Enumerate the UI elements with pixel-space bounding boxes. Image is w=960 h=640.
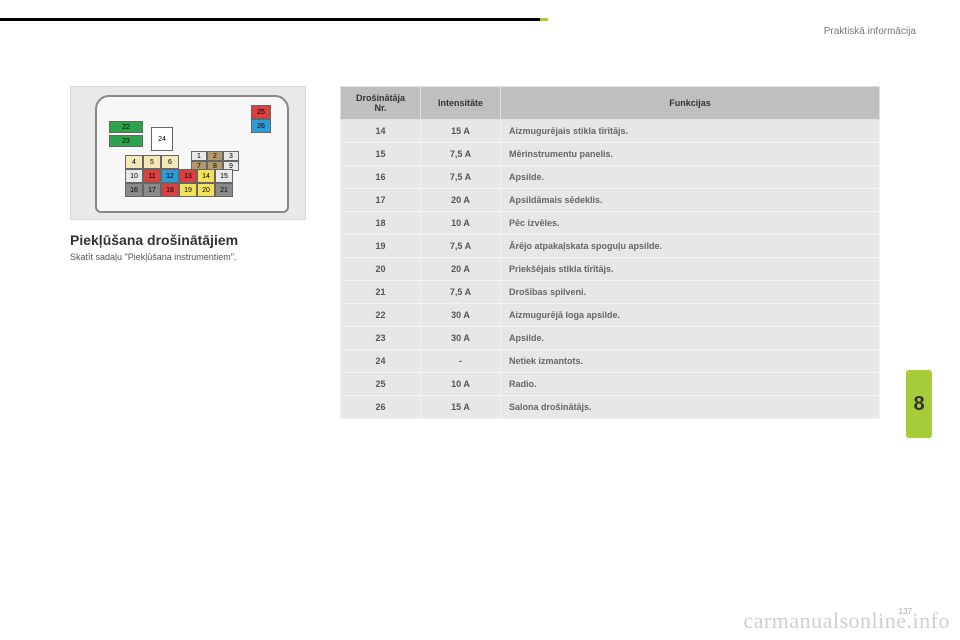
- cell-function: Radio.: [501, 373, 880, 396]
- cell-function: Aizmugurējā loga apsilde.: [501, 304, 880, 327]
- cell-function: Apsildāmais sēdeklis.: [501, 189, 880, 212]
- fuse-cell: 10: [125, 169, 143, 183]
- cell-function: Netiek izmantots.: [501, 350, 880, 373]
- table-row: 167,5 AApsilde.: [341, 166, 880, 189]
- cell-no: 17: [341, 189, 421, 212]
- fuse-cell: 2: [207, 151, 223, 161]
- cell-intensity: 10 A: [421, 373, 501, 396]
- cell-intensity: 7,5 A: [421, 235, 501, 258]
- table-row: 2330 AApsilde.: [341, 327, 880, 350]
- fuse-cell: 4: [125, 155, 143, 169]
- fuse-cell: 18: [161, 183, 179, 197]
- fusebox-illustration: 2526222324456123789101112131415161718192…: [70, 86, 306, 220]
- cell-no: 24: [341, 350, 421, 373]
- table-row: 24-Netiek izmantots.: [341, 350, 880, 373]
- fuse-cell: 5: [143, 155, 161, 169]
- table-row: 2615 ASalona drošinātājs.: [341, 396, 880, 419]
- fuse-cell: 20: [197, 183, 215, 197]
- cell-function: Mērinstrumentu panelis.: [501, 143, 880, 166]
- diagram-subcaption: Skatīt sadaļu "Piekļūšana instrumentiem"…: [70, 252, 330, 262]
- chapter-tab: 8: [906, 370, 932, 438]
- th-intensity: Intensitāte: [421, 87, 501, 120]
- table-row: 1720 AApsildāmais sēdeklis.: [341, 189, 880, 212]
- fuse-cell: 21: [215, 183, 233, 197]
- fuse-cell: 16: [125, 183, 143, 197]
- fuse-cell: 25: [251, 105, 271, 119]
- left-column: 2526222324456123789101112131415161718192…: [0, 86, 330, 419]
- cell-intensity: 20 A: [421, 258, 501, 281]
- cell-function: Apsilde.: [501, 327, 880, 350]
- table-row: 2230 AAizmugurējā loga apsilde.: [341, 304, 880, 327]
- cell-no: 16: [341, 166, 421, 189]
- cell-intensity: 30 A: [421, 304, 501, 327]
- cell-intensity: -: [421, 350, 501, 373]
- cell-intensity: 15 A: [421, 120, 501, 143]
- table-row: 157,5 AMērinstrumentu panelis.: [341, 143, 880, 166]
- cell-function: Drošības spilveni.: [501, 281, 880, 304]
- cell-no: 26: [341, 396, 421, 419]
- cell-intensity: 15 A: [421, 396, 501, 419]
- fuse-cell: 22: [109, 121, 143, 133]
- fuse-cell: 23: [109, 135, 143, 147]
- cell-function: Aizmugurējais stikla tīrītājs.: [501, 120, 880, 143]
- cell-function: Priekšējais stikla tīrītājs.: [501, 258, 880, 281]
- fuse-cell: 15: [215, 169, 233, 183]
- cell-no: 19: [341, 235, 421, 258]
- th-function: Funkcijas: [501, 87, 880, 120]
- cell-function: Salona drošinātājs.: [501, 396, 880, 419]
- fuse-table: Drošinātāja Nr. Intensitāte Funkcijas 14…: [340, 86, 880, 419]
- table-row: 1415 AAizmugurējais stikla tīrītājs.: [341, 120, 880, 143]
- table-row: 1810 APēc izvēles.: [341, 212, 880, 235]
- fuse-cell: 6: [161, 155, 179, 169]
- fuse-cell: 24: [151, 127, 173, 151]
- right-column: Drošinātāja Nr. Intensitāte Funkcijas 14…: [340, 86, 880, 419]
- cell-intensity: 10 A: [421, 212, 501, 235]
- cell-function: Ārējo atpakaļskata spoguļu apsilde.: [501, 235, 880, 258]
- fuse-cell: 13: [179, 169, 197, 183]
- cell-no: 22: [341, 304, 421, 327]
- table-header-row: Drošinātāja Nr. Intensitāte Funkcijas: [341, 87, 880, 120]
- table-row: 2510 ARadio.: [341, 373, 880, 396]
- table-row: 197,5 AĀrējo atpakaļskata spoguļu apsild…: [341, 235, 880, 258]
- fuse-cell: 1: [191, 151, 207, 161]
- topbar-line: [0, 18, 540, 21]
- fuse-cell: 12: [161, 169, 179, 183]
- cell-no: 20: [341, 258, 421, 281]
- cell-intensity: 7,5 A: [421, 143, 501, 166]
- topbar-accent: [540, 18, 548, 21]
- table-row: 2020 APriekšējais stikla tīrītājs.: [341, 258, 880, 281]
- page-content: 2526222324456123789101112131415161718192…: [0, 86, 960, 419]
- th-no: Drošinātāja Nr.: [341, 87, 421, 120]
- fuse-cell: 17: [143, 183, 161, 197]
- cell-function: Apsilde.: [501, 166, 880, 189]
- fuse-cell: 11: [143, 169, 161, 183]
- watermark: carmanualsonline.info: [743, 608, 950, 634]
- cell-intensity: 7,5 A: [421, 166, 501, 189]
- chapter-number: 8: [913, 393, 924, 416]
- fuse-cell: 26: [251, 119, 271, 133]
- cell-no: 15: [341, 143, 421, 166]
- table-row: 217,5 ADrošības spilveni.: [341, 281, 880, 304]
- cell-no: 14: [341, 120, 421, 143]
- cell-no: 23: [341, 327, 421, 350]
- fuse-cell: 14: [197, 169, 215, 183]
- fuse-cell: 19: [179, 183, 197, 197]
- cell-no: 18: [341, 212, 421, 235]
- cell-no: 25: [341, 373, 421, 396]
- cell-intensity: 20 A: [421, 189, 501, 212]
- cell-no: 21: [341, 281, 421, 304]
- cell-intensity: 7,5 A: [421, 281, 501, 304]
- diagram-caption: Piekļūšana drošinātājiem: [70, 232, 330, 248]
- cell-function: Pēc izvēles.: [501, 212, 880, 235]
- section-title: Praktiskā informācija: [824, 26, 916, 37]
- fuse-cell: 3: [223, 151, 239, 161]
- cell-intensity: 30 A: [421, 327, 501, 350]
